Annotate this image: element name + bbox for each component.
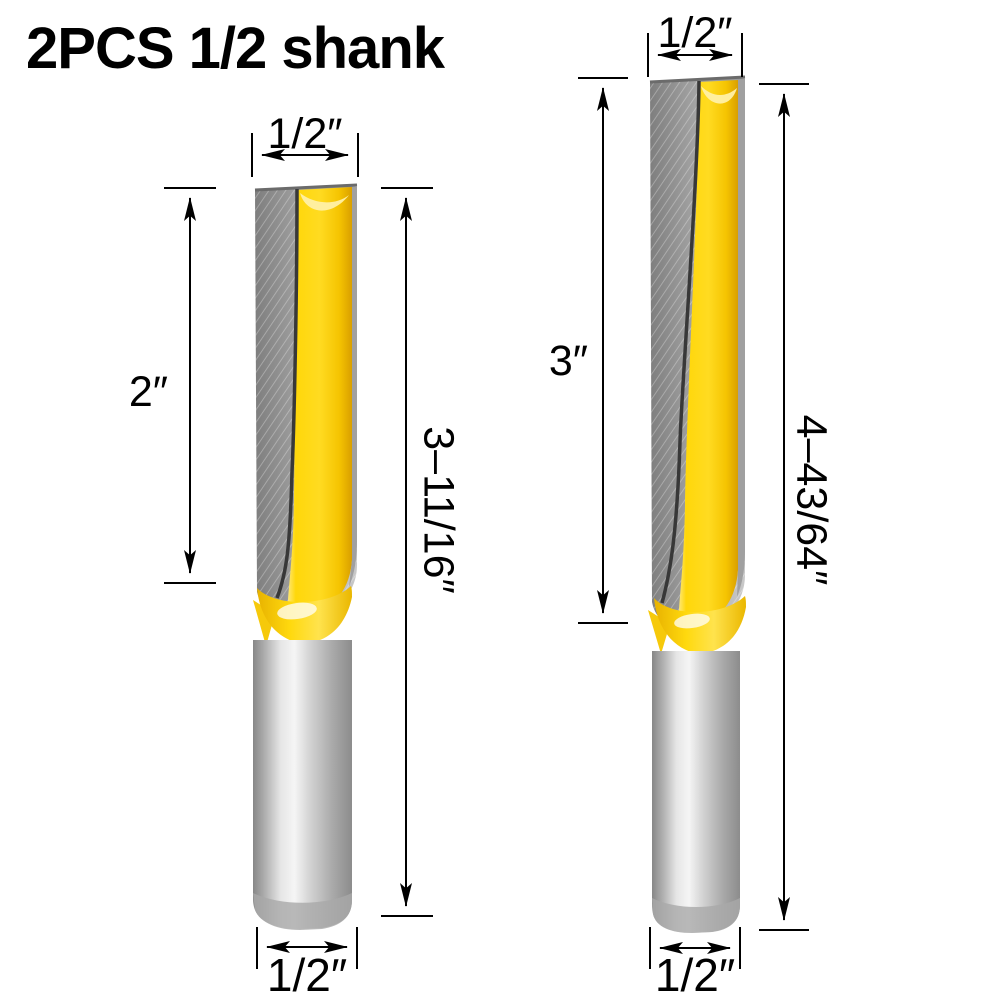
bit-right-flute-width-dimension (647, 33, 743, 77)
bit-right-yellow-face (679, 80, 738, 627)
bit-right-illustration (648, 75, 746, 933)
bit-right-overall-length-label: 4–43/64″ (787, 414, 836, 586)
bit-left-yellow-face (288, 187, 352, 618)
bit-left-top-edge (254, 183, 358, 192)
bit-right-overall-length-dimension (759, 83, 809, 931)
bit-left-overall-length-dimension (381, 187, 433, 917)
bit-right-flute-width-label: 1/2″ (657, 9, 733, 57)
bit-left-flute-seam (275, 188, 299, 599)
bit-right-cutting-length-dimension (578, 77, 628, 624)
bit-right-shank (652, 651, 740, 933)
bit-left-cutting-length-label: 2″ (128, 368, 168, 416)
bit-left-flute-width-label: 1/2″ (267, 110, 343, 158)
bit-left-shank-width-dimension (256, 927, 358, 969)
bit-right-top-edge (649, 75, 746, 84)
bit-left-overall-length-label: 3–11/16″ (414, 426, 463, 594)
bit-right-cone-highlight (674, 613, 710, 629)
bit-left-shank-bottom (253, 893, 352, 930)
bit-right-right-sliver (737, 78, 745, 597)
bit-left-cutting-length-dimension (164, 187, 216, 584)
dimension-lines (164, 33, 809, 969)
bit-right-tip-notch (701, 86, 737, 104)
bit-left-flute-width-dimension (251, 133, 359, 177)
bit-right-shank-width-dimension (649, 927, 741, 969)
bit-left-tip-notch (300, 193, 349, 211)
bit-left-right-sliver (349, 186, 357, 587)
bit-left-shank (253, 640, 352, 929)
bit-left-illustration (253, 183, 358, 930)
bit-right-shank-bottom (652, 898, 740, 933)
bit-right-flute-seam (660, 80, 701, 604)
bit-left-shank-width-label: 1/2″ (266, 949, 348, 1001)
bit-right-shank-width-label: 1/2″ (654, 949, 736, 1001)
bit-left-cone-highlight (277, 602, 317, 620)
product-title: 2PCS 1/2 shank (26, 16, 445, 81)
bit-right-cutting-length-label: 3″ (548, 337, 588, 385)
